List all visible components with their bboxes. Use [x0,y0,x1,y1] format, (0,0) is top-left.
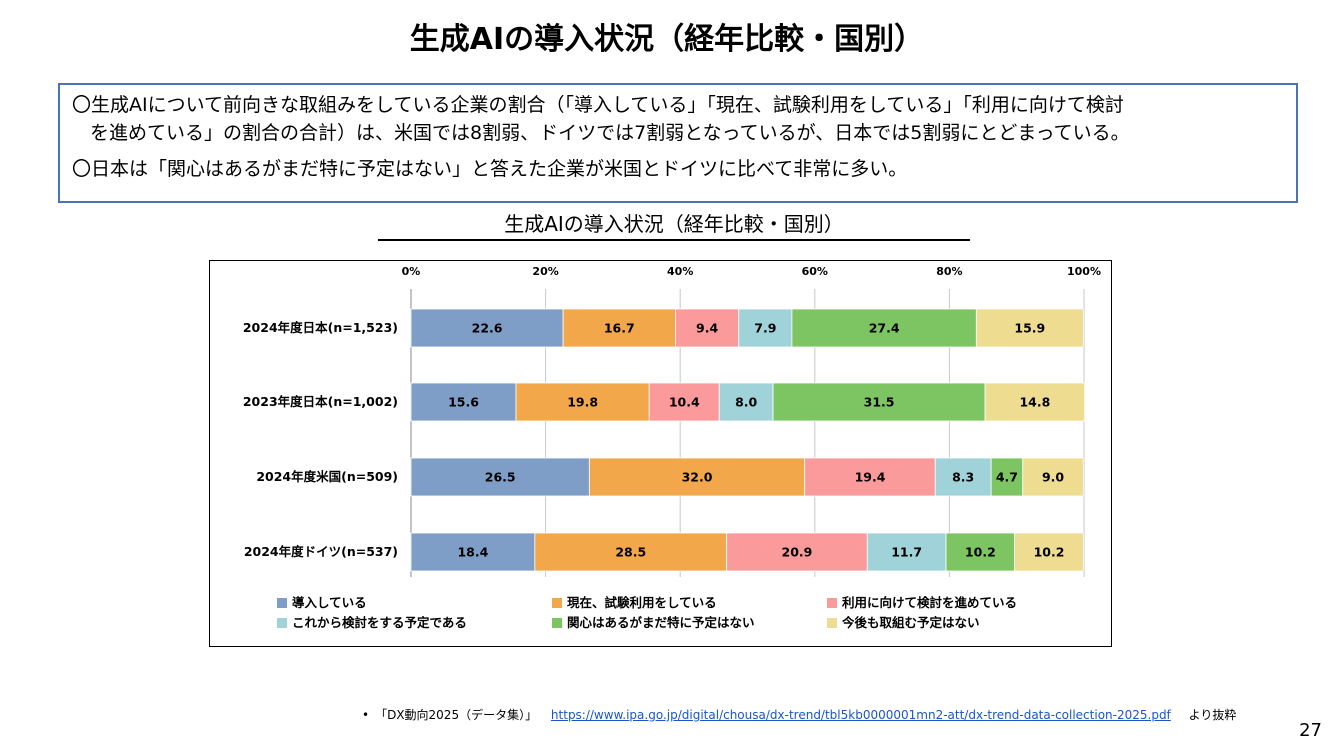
legend-label: 今後も取組む予定はない [841,615,980,630]
bar-segment [726,532,868,572]
data-label: 10.2 [965,545,996,560]
legend-swatch [277,618,287,628]
bar-segment [588,457,806,497]
data-label: 14.8 [1019,395,1050,410]
source-link[interactable]: https://www.ipa.go.jp/digital/chousa/dx-… [550,708,1171,722]
legend-label: 利用に向けて検討を進めている [842,595,1017,610]
footnote: • 「DX動向2025（データ集）」 https://www.ipa.go.jp… [362,706,1236,723]
legend-swatch [552,618,562,628]
data-label: 16.7 [604,321,635,336]
data-label: 8.3 [952,470,974,485]
data-label: 19.8 [567,395,598,410]
data-label: 8.0 [735,395,757,410]
bar-segment [1022,457,1084,497]
bar-segment [410,457,590,497]
summary-line-2: を進めている」の割合の合計）は、米国では8割弱、ドイツでは7割弱となっているが、… [90,122,1130,144]
x-tick-label: 100% [1067,265,1101,278]
bar-segment [562,308,676,348]
category-label: 2023年度日本(n=1,002) [243,394,398,409]
data-label: 22.6 [472,321,503,336]
legend-label: 導入している [292,595,367,610]
legend-label: 現在、試験利用をしている [567,595,717,610]
data-label: 28.5 [615,545,646,560]
bar-segment [534,532,728,572]
category-label: 2024年度ドイツ(n=537) [244,544,398,559]
bar-segment [772,382,986,422]
legend-label: 関心はあるがまだ特に予定はない [567,615,755,630]
bar-segment [990,457,1024,497]
data-label: 26.5 [485,470,516,485]
data-label: 4.7 [996,470,1018,485]
category-label: 2024年度米国(n=509) [256,469,398,484]
summary-line-3: 〇日本は「関心はあるがまだ特に予定はない」と答えた企業が米国とドイツに比べて非常… [72,158,908,180]
footnote-prefix: • 「DX動向2025（データ集）」 [362,708,538,722]
x-tick-label: 0% [402,265,421,278]
page-number: 27 [1299,720,1322,741]
chart-title: 生成AIの導入状況（経年比較・国別） [378,208,970,241]
data-label: 9.4 [696,321,718,336]
legend-swatch [552,598,562,608]
bar-segment [1014,532,1084,572]
bar-segment [804,457,936,497]
data-label: 31.5 [864,395,895,410]
bar-segment [410,308,564,348]
chart-frame: 0% 20% 40% 60% 80% 100% 2024年度日本(n=1,523) 22.6 1… [209,260,1112,647]
data-label: 11.7 [891,545,922,560]
bar-segment [945,532,1016,572]
page-title: 生成AIの導入状況（経年比較・国別） [409,22,925,57]
data-label: 27.4 [869,321,900,336]
bar-segment [984,382,1086,422]
data-label: 15.9 [1014,321,1045,336]
category-label: 2024年度日本(n=1,523) [243,320,398,335]
data-label: 19.4 [855,470,886,485]
bar-segment [866,532,947,572]
stacked-bar-chart: 0% 20% 40% 60% 80% 100% 2024年度日本(n=1,523) 22.6 1… [243,265,1101,630]
legend-swatch [827,598,837,608]
x-tick-label: 40% [667,265,693,278]
bar-segment [675,308,740,348]
legend-swatch [827,618,837,628]
data-label: 10.4 [669,395,700,410]
data-label: 32.0 [682,470,713,485]
legend-label: これから検討をする予定である [292,615,467,630]
bar-segment [648,382,720,422]
summary-box: 〇生成AIについて前向きな取組みをしている企業の割合（「導入している」「現在、試… [58,83,1298,203]
data-label: 15.6 [448,395,479,410]
bar-segment [410,532,536,572]
data-label: 7.9 [754,321,776,336]
x-tick-label: 60% [802,265,828,278]
summary-line-1: 〇生成AIについて前向きな取組みをしている企業の割合（「導入している」「現在、試… [72,94,1124,116]
bar-segment [934,457,992,497]
data-label: 20.9 [782,545,813,560]
bar-segment [791,308,977,348]
bar-segment [975,308,1084,348]
data-label: 9.0 [1042,470,1064,485]
x-tick-label: 80% [936,265,962,278]
x-tick-label: 20% [532,265,558,278]
footnote-suffix: より抜粋 [1188,708,1237,722]
data-label: 10.2 [1034,545,1065,560]
bar-segment [738,308,793,348]
legend-swatch [277,598,287,608]
data-label: 18.4 [457,545,488,560]
